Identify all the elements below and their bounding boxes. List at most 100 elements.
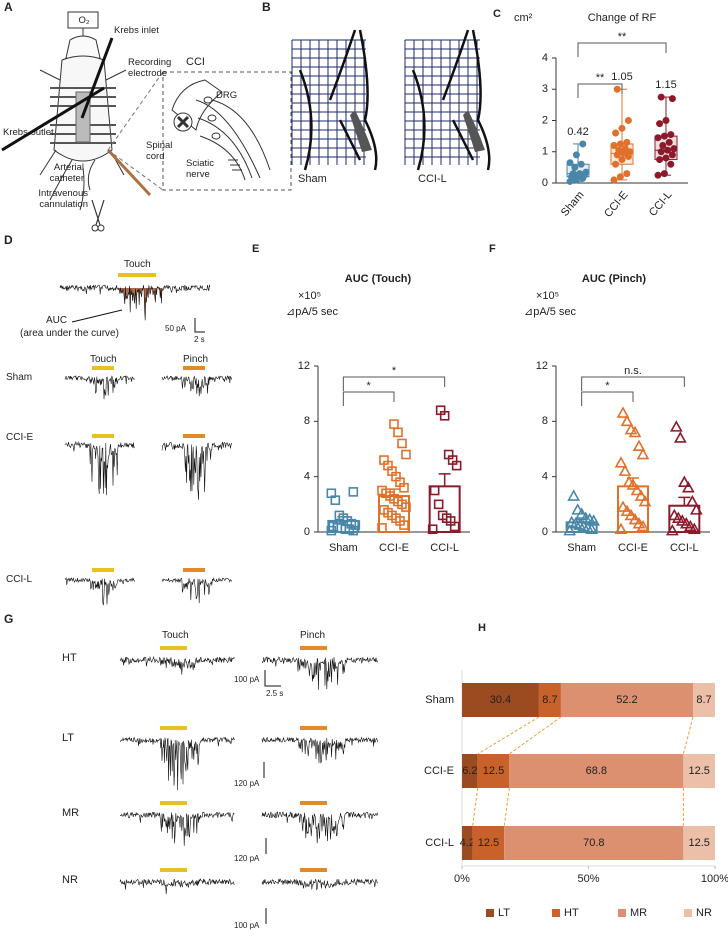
panel-letter: H: [478, 622, 486, 634]
bar-segment: [462, 754, 478, 788]
y-tick-label: 0: [542, 177, 548, 189]
significance-bracket: [577, 42, 667, 57]
value-label: 30.4: [490, 694, 511, 706]
legend-label: HT: [564, 907, 579, 919]
significance-label: *: [367, 380, 372, 392]
data-point: [626, 148, 634, 156]
panel-letter: C: [493, 8, 501, 20]
illustration-label: Touch: [162, 630, 189, 641]
illustration-label: Touch: [124, 259, 151, 270]
data-point: [569, 170, 577, 178]
chart-title: Change of RF: [588, 12, 657, 24]
current-trace: [119, 736, 235, 791]
significance-bracket: [342, 391, 395, 406]
data-point: [572, 151, 580, 159]
scale-label: 120 pA: [234, 779, 260, 788]
legend-swatch: [486, 909, 494, 917]
row-label: MR: [62, 807, 80, 819]
data-point: [657, 148, 665, 156]
y-tick-label: CCI-L: [425, 837, 454, 849]
data-point: [427, 524, 438, 535]
current-trace: [64, 577, 135, 606]
data-point: [377, 523, 387, 533]
leg-outline: [298, 29, 378, 171]
y-tick-label: 1: [542, 146, 548, 158]
y-tick-label: 12: [298, 360, 310, 372]
data-point: [571, 163, 579, 171]
data-point: [579, 140, 587, 148]
value-label: 68.8: [586, 765, 607, 777]
illustration-label: Pinch: [183, 354, 209, 365]
panel-letter: F: [489, 243, 496, 255]
current-trace: [64, 440, 135, 496]
rat-illustration: [1, 11, 292, 232]
data-point: [433, 499, 444, 510]
data-point: [566, 159, 574, 167]
stimulus-bar: [92, 366, 114, 370]
y-multiplier: ×10⁵: [298, 290, 321, 302]
significance-label: **: [596, 72, 605, 84]
row-label: NR: [62, 874, 78, 886]
current-trace: [59, 284, 211, 321]
data-point: [634, 489, 648, 501]
significance-label: *: [605, 380, 610, 392]
data-point: [429, 485, 440, 496]
scale-label: 100 pA: [234, 675, 260, 684]
illustration-label: Spinal cord: [146, 140, 173, 162]
illustration-label: DRG: [216, 90, 238, 101]
data-point: [616, 500, 630, 512]
data-point: [624, 117, 632, 124]
illustration-label: O₂: [78, 15, 90, 26]
data-point: [660, 170, 668, 178]
data-point: [679, 517, 693, 529]
illustration-label: Krebs inlet: [114, 25, 159, 36]
current-trace: [161, 375, 232, 397]
y-tick-label: 12: [536, 360, 548, 372]
data-point: [615, 146, 623, 154]
data-point: [569, 517, 583, 529]
data-point: [379, 505, 389, 515]
data-point: [612, 160, 620, 168]
x-tick-label: 0%: [454, 873, 470, 885]
current-trace: [119, 655, 235, 675]
current-trace: [119, 811, 235, 846]
illustration-label: 2 s: [194, 335, 205, 344]
legend-label: LT: [498, 907, 510, 919]
bar-segment: [504, 826, 684, 860]
data-point: [670, 145, 678, 153]
bar-segment: [462, 683, 539, 717]
row-label: CCI-E: [6, 432, 34, 443]
illustration-label: 50 pA: [165, 324, 186, 333]
y-tick-label: 8: [542, 415, 548, 427]
data-point: [618, 156, 626, 164]
current-trace: [64, 375, 135, 400]
data-point: [656, 120, 664, 128]
bar-segment: [683, 826, 715, 860]
current-trace: [261, 811, 379, 844]
y-tick-label: CCI-E: [424, 765, 454, 777]
data-point: [585, 522, 599, 535]
value-label: 4.2: [460, 837, 475, 849]
x-tick-label: CCI-E: [602, 189, 630, 220]
data-point: [673, 431, 687, 443]
bar-segment: [560, 683, 693, 717]
significance-bracket: [581, 376, 685, 391]
legend-swatch: [552, 909, 560, 917]
x-tick-label: Sham: [567, 542, 596, 554]
data-point: [397, 438, 407, 449]
row-label: LT: [62, 732, 75, 744]
data-point: [667, 508, 681, 521]
row-label: HT: [62, 652, 77, 664]
value-label: 6.2: [462, 765, 477, 777]
data-point: [671, 511, 685, 523]
data-point: [636, 519, 650, 532]
illustration-label: Sham: [298, 173, 327, 185]
current-trace: [119, 878, 235, 895]
significance-label: *: [392, 365, 397, 377]
scale-label: 100 pA: [234, 921, 260, 930]
mean-label: 1.05: [611, 71, 632, 83]
data-point: [628, 425, 642, 438]
legend-swatch: [618, 909, 626, 917]
data-point: [667, 131, 675, 139]
